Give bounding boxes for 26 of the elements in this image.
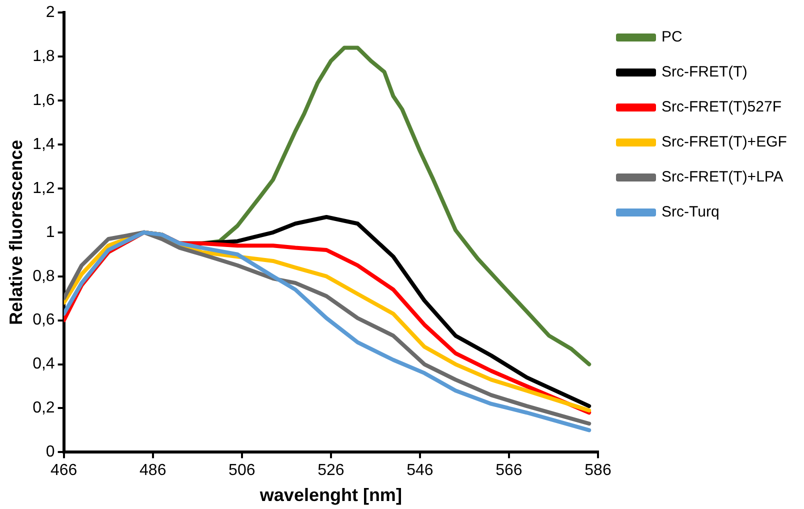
x-tick-label: 546 — [406, 462, 434, 480]
y-tick-label: 0,2 — [32, 400, 55, 417]
legend-label: Src-FRET(T)+EGF — [662, 134, 787, 151]
y-tick-label: 1,2 — [32, 180, 55, 197]
y-tick-label: 1,6 — [32, 92, 55, 109]
legend-label: Src-FRET(T) — [662, 64, 748, 81]
legend-label: Src-Turq — [662, 204, 720, 221]
y-tick-label: 1 — [46, 224, 55, 241]
x-axis-title: wavelenght [nm] — [258, 485, 402, 506]
legend-label: PC — [662, 28, 683, 46]
x-tick-label: 466 — [50, 462, 78, 480]
x-tick-label: 506 — [228, 462, 256, 480]
y-tick-label: 0 — [46, 444, 55, 461]
x-tick-label: 526 — [318, 462, 344, 480]
y-tick-label: 2 — [46, 4, 55, 22]
x-tick-label: 566 — [496, 462, 522, 480]
x-tick-label: 586 — [584, 462, 612, 480]
y-tick-label: 0,8 — [32, 268, 55, 285]
legend-label: Src-FRET(T)527F — [662, 98, 782, 116]
x-tick-label: 486 — [140, 462, 166, 480]
y-tick-label: 1,8 — [32, 48, 55, 65]
legend-label: Src-FRET(T)+LPA — [662, 168, 784, 186]
y-tick-label: 0,4 — [32, 356, 55, 373]
y-axis-title: Relative fluorescence — [6, 140, 26, 325]
y-tick-label: 1,4 — [32, 136, 55, 153]
y-tick-label: 0,6 — [32, 312, 55, 329]
